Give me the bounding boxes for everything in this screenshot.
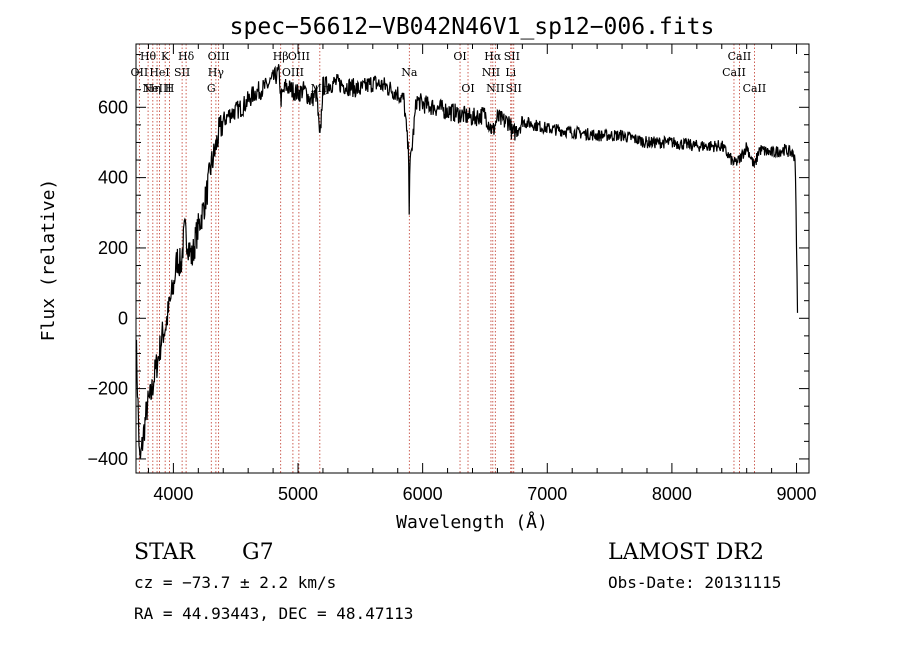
coordinates-readout: RA = 44.93443, DEC = 48.47113	[134, 604, 413, 623]
line-marker-label-12: Hβ	[273, 50, 289, 63]
x-axis: 4000 5000 6000 7000 8000 9000	[147, 44, 817, 504]
line-marker-label-21: NII	[486, 82, 504, 95]
survey-name: LAMOST DR2	[608, 540, 764, 565]
y-tick-label-5: 600	[98, 97, 128, 117]
line-marker-label-20: Hα	[484, 50, 502, 63]
chart-title: spec−56612−VB042N46V1_sp12−006.fits	[230, 14, 715, 40]
line-marker-label-10: Hγ	[208, 66, 225, 79]
line-marker-label-18: OI	[461, 82, 474, 95]
line-marker-label-2: Hη	[145, 82, 161, 95]
x-axis-label: Wavelength (Å)	[396, 511, 548, 533]
line-marker-label-3: NeIII	[142, 82, 171, 95]
line-marker-label-19: NII	[482, 66, 500, 79]
line-marker-label-24: SII	[506, 82, 522, 95]
line-marker-label-27: CaII	[743, 82, 767, 95]
y-tick-label-3: 200	[98, 238, 128, 258]
y-tick-label-4: 400	[98, 168, 128, 188]
y-tick-label-2: 0	[118, 308, 128, 328]
object-class: STAR	[134, 540, 196, 565]
y-tick-label-0: −400	[87, 449, 128, 469]
line-marker-label-25: CaII	[722, 66, 746, 79]
line-marker-label-26: CaII	[728, 50, 752, 63]
line-marker-label-8: Hδ	[178, 50, 195, 63]
x-tick-label-1: 5000	[278, 484, 318, 504]
line-marker-label-4: HeI	[149, 66, 169, 79]
line-marker-label-17: OI	[453, 50, 466, 63]
x-tick-label-3: 7000	[527, 484, 567, 504]
line-marker-label-16: Na	[401, 66, 418, 79]
line-marker-label-23: SII	[504, 50, 520, 63]
line-marker-label-13: OIII	[282, 66, 304, 79]
line-marker-label-5: K	[161, 50, 170, 63]
line-marker-label-14: OIII	[288, 50, 310, 63]
line-marker-label-11: OIII	[208, 50, 230, 63]
x-tick-label-4: 8000	[652, 484, 692, 504]
line-marker-label-1: Hθ	[140, 50, 157, 63]
line-marker-label-9: G	[207, 82, 216, 95]
y-axis-label: Flux (relative)	[38, 179, 59, 342]
line-marker-label-7: SII	[174, 66, 190, 79]
x-tick-label-0: 4000	[153, 484, 193, 504]
line-marker-label-22: Li	[505, 66, 516, 79]
subclass: G7	[242, 540, 274, 565]
redshift-readout: cz = −73.7 ± 2.2 km/s	[134, 573, 336, 592]
spectrum-line	[135, 64, 799, 459]
x-tick-label-2: 6000	[403, 484, 443, 504]
y-axis: −400 −200 0 200 400 600	[87, 54, 809, 469]
x-tick-label-5: 9000	[777, 484, 817, 504]
line-marker-label-6: H	[165, 82, 175, 95]
plot-frame	[135, 43, 810, 474]
y-tick-label-1: −200	[87, 379, 128, 399]
observation-date: Obs-Date: 20131115	[608, 573, 781, 592]
line-markers	[138, 44, 755, 473]
